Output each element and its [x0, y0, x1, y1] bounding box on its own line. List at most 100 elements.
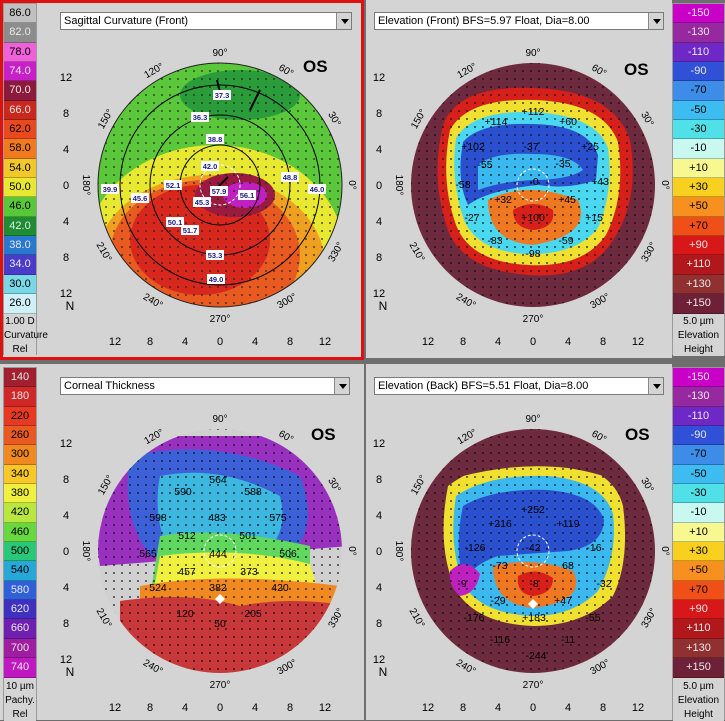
grid-dot — [482, 580, 484, 582]
grid-dot — [610, 660, 612, 662]
map-value: +112 — [522, 106, 545, 118]
grid-dot — [265, 78, 267, 80]
grid-dot — [265, 524, 267, 526]
grid-dot — [482, 182, 484, 184]
grid-dot — [546, 254, 548, 256]
chevron-down-icon[interactable] — [648, 378, 663, 394]
grid-dot — [434, 70, 436, 72]
grid-dot — [161, 540, 163, 542]
grid-dot — [450, 429, 452, 430]
grid-dot — [426, 532, 428, 534]
grid-dot — [434, 636, 436, 638]
grid-dot — [177, 86, 179, 88]
grid-dot — [570, 110, 572, 112]
grid-dot — [273, 158, 275, 160]
grid-dot — [530, 278, 532, 280]
map-type-dropdown-front-elevation[interactable]: Elevation (Front) BFS=5.97 Float, Dia=8.… — [374, 12, 664, 30]
grid-dot — [257, 628, 259, 630]
grid-dot — [121, 540, 123, 542]
grid-dot — [177, 174, 179, 176]
elevation-back-map[interactable]: +252+216 +119-126 -42 -16-73 68-9 -8 -32-29 +47… — [368, 396, 670, 718]
grid-dot — [321, 564, 323, 566]
grid-dot — [129, 302, 131, 304]
grid-dot — [610, 63, 612, 64]
grid-dot — [411, 444, 412, 446]
grid-dot — [297, 452, 299, 454]
grid-dot — [650, 628, 652, 630]
grid-dot — [426, 166, 428, 168]
grid-dot — [522, 70, 524, 72]
grid-dot — [313, 452, 315, 454]
grid-dot — [113, 230, 115, 232]
map-value: 46.0 — [310, 185, 325, 194]
grid-dot — [618, 270, 620, 272]
grid-dot — [105, 70, 107, 72]
map-type-dropdown-back-elevation[interactable]: Elevation (Back) BFS=5.51 Float, Dia=8.0… — [374, 377, 664, 395]
chevron-down-icon[interactable] — [648, 13, 663, 29]
grid-dot — [121, 222, 123, 224]
grid-dot — [514, 254, 516, 256]
grid-dot — [209, 668, 211, 670]
grid-dot — [98, 596, 99, 598]
grid-dot — [490, 134, 492, 136]
grid-dot — [321, 429, 323, 430]
grid-dot — [113, 588, 115, 590]
grid-dot — [305, 262, 307, 264]
grid-dot — [426, 588, 428, 590]
grid-dot — [570, 636, 572, 638]
grid-dot — [329, 158, 331, 160]
map-type-dropdown-front-curvature[interactable]: Sagittal Curvature (Front) — [60, 12, 352, 30]
grid-dot — [586, 294, 588, 296]
grid-dot — [177, 492, 179, 494]
grid-dot — [522, 262, 524, 264]
y-axis-tick: 4 — [63, 144, 69, 156]
grid-dot — [530, 468, 532, 470]
grid-dot — [594, 102, 596, 104]
grid-dot — [169, 516, 171, 518]
grid-dot — [113, 294, 115, 296]
grid-dot — [249, 476, 251, 478]
grid-dot — [193, 660, 195, 662]
grid-dot — [506, 644, 508, 646]
grid-dot — [506, 540, 508, 542]
grid-dot — [289, 564, 291, 566]
curvature-map[interactable]: 37.336.338.842.052.157.9 56.139.945.6 45.3… — [40, 30, 362, 352]
grid-dot — [522, 86, 524, 88]
grid-dot — [442, 198, 444, 200]
grid-dot — [434, 190, 436, 192]
grid-dot — [602, 110, 604, 112]
grid-dot — [570, 444, 572, 446]
grid-dot — [634, 564, 636, 566]
grid-dot — [586, 246, 588, 248]
elevation-front-map[interactable]: +112+114 +60+102 -37 +25-55 -35-58 -0 +43+32 +4… — [368, 30, 670, 352]
grid-dot — [602, 142, 604, 144]
grid-dot — [474, 110, 476, 112]
grid-dot — [145, 94, 147, 96]
grid-dot — [209, 556, 211, 558]
grid-dot — [273, 564, 275, 566]
grid-dot — [442, 668, 444, 670]
grid-dot — [642, 294, 644, 296]
grid-dot — [546, 142, 548, 144]
grid-dot — [249, 238, 251, 240]
grid-dot — [458, 620, 460, 622]
grid-dot — [217, 588, 219, 590]
chevron-down-icon[interactable] — [336, 13, 351, 29]
grid-dot — [514, 572, 516, 574]
grid-dot — [281, 166, 283, 168]
grid-dot — [554, 636, 556, 638]
map-type-dropdown-thickness[interactable]: Corneal Thickness — [60, 377, 350, 395]
grid-dot — [554, 294, 556, 296]
grid-dot — [313, 302, 315, 304]
grid-dot — [281, 508, 283, 510]
chevron-down-icon[interactable] — [334, 378, 349, 394]
grid-dot — [498, 110, 500, 112]
grid-dot — [265, 540, 267, 542]
grid-dot — [265, 286, 267, 288]
grid-dot — [538, 452, 540, 454]
grid-dot — [113, 540, 115, 542]
grid-dot — [257, 222, 259, 224]
grid-dot — [530, 460, 532, 462]
grid-dot — [506, 444, 508, 446]
